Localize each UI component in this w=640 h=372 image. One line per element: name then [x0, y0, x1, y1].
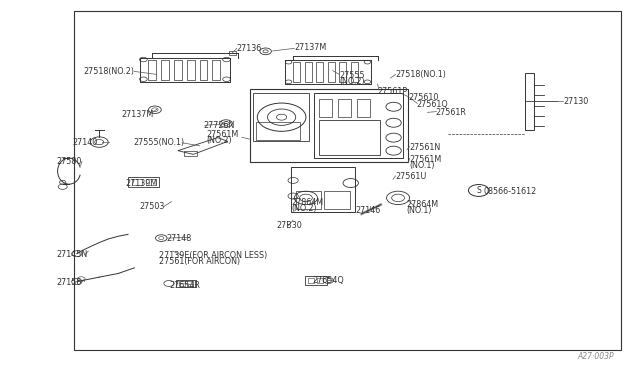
Bar — [305, 62, 312, 82]
Bar — [291, 167, 355, 212]
Text: 27864M: 27864M — [406, 200, 438, 209]
Bar — [256, 122, 300, 140]
Bar — [293, 62, 300, 82]
Text: 27561(FOR AIRCON): 27561(FOR AIRCON) — [159, 257, 240, 266]
Bar — [161, 60, 169, 80]
Text: (NO.1): (NO.1) — [406, 206, 432, 215]
Text: 27145N: 27145N — [56, 250, 88, 259]
Text: 27130: 27130 — [563, 97, 588, 106]
Text: 27561M: 27561M — [410, 155, 442, 164]
Bar — [319, 99, 332, 117]
Bar — [314, 93, 403, 158]
Text: 27148: 27148 — [166, 234, 191, 243]
Text: 27555(NO.1): 27555(NO.1) — [133, 138, 184, 147]
Text: A27·003P: A27·003P — [578, 352, 614, 361]
Text: 27726N: 27726N — [204, 121, 235, 130]
Bar — [357, 99, 370, 117]
Bar — [351, 62, 358, 82]
Text: 27146: 27146 — [356, 206, 381, 215]
Text: 27156: 27156 — [56, 278, 82, 287]
Bar — [184, 151, 197, 156]
Text: 27561M: 27561M — [206, 130, 238, 139]
Bar — [319, 120, 380, 155]
Text: 27580: 27580 — [56, 157, 82, 166]
Bar — [187, 60, 195, 80]
Text: 27139M: 27139M — [125, 179, 157, 188]
Bar — [200, 60, 207, 80]
Bar — [308, 278, 314, 283]
Text: 27503: 27503 — [140, 202, 165, 211]
Bar — [132, 179, 142, 185]
Text: 27136: 27136 — [237, 44, 262, 53]
Text: 27139E(FOR AIRCON LESS): 27139E(FOR AIRCON LESS) — [159, 251, 267, 260]
Text: 27555: 27555 — [339, 71, 365, 80]
Bar — [146, 179, 156, 185]
Bar — [176, 280, 196, 287]
Text: (NO.1): (NO.1) — [410, 161, 435, 170]
Text: 27561N: 27561N — [410, 143, 441, 152]
Text: (NO.2): (NO.2) — [292, 204, 317, 213]
Text: S: S — [476, 186, 481, 195]
Text: 27137M: 27137M — [122, 110, 154, 119]
Text: (NO.2): (NO.2) — [339, 77, 365, 86]
Bar — [328, 62, 335, 82]
Bar — [174, 60, 182, 80]
Text: 27864M: 27864M — [292, 198, 324, 207]
Bar — [128, 177, 159, 187]
Bar — [525, 73, 534, 130]
Text: 27518(NO.1): 27518(NO.1) — [396, 70, 446, 79]
Text: 275610: 275610 — [408, 93, 438, 102]
Bar — [212, 60, 220, 80]
Bar — [229, 51, 236, 55]
Bar — [148, 60, 156, 80]
Bar — [253, 93, 309, 141]
Text: 27561Q: 27561Q — [416, 100, 448, 109]
Bar — [317, 278, 323, 283]
Text: (NO.2): (NO.2) — [206, 136, 232, 145]
Bar — [316, 62, 323, 82]
Bar — [187, 281, 193, 286]
Text: 27137M: 27137M — [294, 43, 326, 52]
Text: 27654Q: 27654Q — [312, 276, 344, 285]
Text: 27518(NO.2): 27518(NO.2) — [83, 67, 134, 76]
Bar — [250, 89, 408, 162]
Bar — [305, 276, 327, 285]
Text: 27654R: 27654R — [170, 281, 200, 290]
Bar — [179, 281, 185, 286]
Bar — [296, 191, 321, 209]
Text: 27561U: 27561U — [396, 172, 427, 181]
Text: 08566-51612: 08566-51612 — [483, 187, 536, 196]
Bar — [338, 99, 351, 117]
Bar — [339, 62, 346, 82]
Text: 27B30: 27B30 — [276, 221, 302, 230]
Text: 27561P: 27561P — [378, 87, 408, 96]
Bar — [74, 11, 621, 350]
Bar — [324, 191, 350, 209]
Text: 27561R: 27561R — [435, 108, 466, 117]
Text: 27140: 27140 — [72, 138, 97, 147]
